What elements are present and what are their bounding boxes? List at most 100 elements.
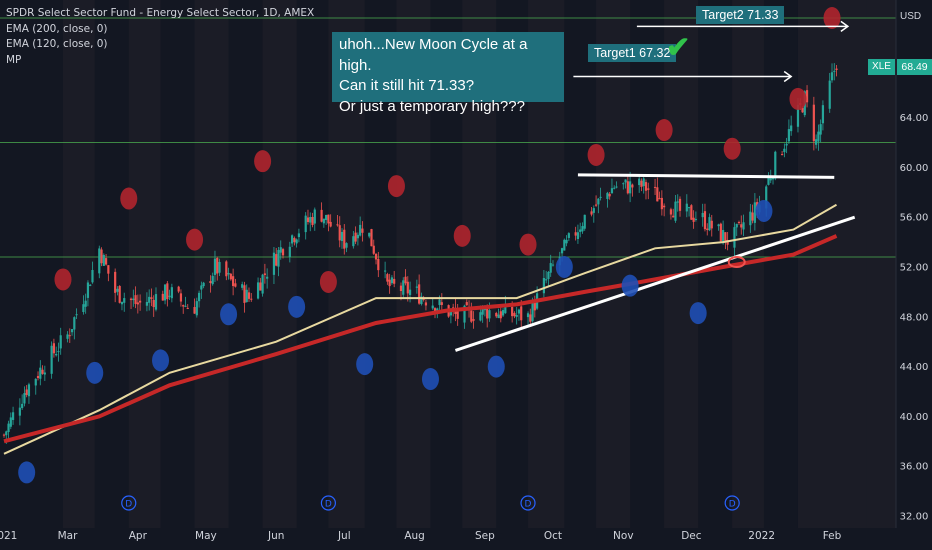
target1-label: Target1 67.32 bbox=[588, 44, 677, 62]
candle-body bbox=[247, 292, 251, 299]
candle-body bbox=[481, 306, 484, 315]
candle-body bbox=[463, 305, 466, 323]
target-arrows bbox=[573, 20, 850, 83]
candle-body bbox=[263, 273, 266, 275]
candle-body bbox=[780, 154, 784, 156]
cycle-marker bbox=[320, 495, 336, 511]
candle-body bbox=[200, 285, 203, 290]
candle-body bbox=[139, 300, 142, 303]
candle-body bbox=[132, 298, 135, 301]
candle-body bbox=[2, 434, 6, 436]
ema-lines bbox=[3, 203, 838, 455]
candle-body bbox=[107, 265, 110, 274]
full-moon-marker bbox=[120, 187, 138, 210]
candle-body bbox=[504, 304, 507, 314]
candle-body bbox=[309, 216, 312, 223]
candle-body bbox=[790, 125, 793, 132]
new-moon-marker bbox=[421, 368, 439, 391]
candle-body bbox=[120, 301, 124, 305]
candle-body bbox=[166, 283, 169, 300]
candle-body bbox=[438, 299, 441, 306]
candle-body bbox=[783, 148, 786, 153]
candle-body bbox=[422, 298, 425, 300]
last-price-badge: XLE 68.49 bbox=[868, 59, 932, 75]
cycle-stripe bbox=[262, 0, 297, 528]
candle-body bbox=[218, 261, 221, 273]
candle-body bbox=[234, 283, 237, 287]
candle-body bbox=[830, 72, 834, 81]
candle-body bbox=[737, 222, 741, 224]
candle-body bbox=[708, 217, 711, 231]
candle-body bbox=[59, 335, 62, 349]
ema120-line bbox=[3, 203, 837, 455]
candle-body bbox=[168, 295, 171, 297]
candle-body bbox=[304, 215, 307, 233]
candle-body bbox=[726, 240, 729, 245]
candle-body bbox=[431, 305, 434, 309]
candle-body bbox=[678, 198, 682, 211]
symbol-label: XLE bbox=[868, 59, 895, 75]
candle-body bbox=[116, 288, 119, 292]
candle-body bbox=[50, 345, 53, 374]
cycle-marker-label: D bbox=[125, 500, 132, 510]
candle-body bbox=[644, 182, 648, 191]
candle-body bbox=[386, 274, 389, 282]
y-tick-label: 44.00 bbox=[900, 362, 929, 373]
full-moon-marker bbox=[319, 270, 337, 293]
candle-body bbox=[102, 254, 105, 266]
candle-body bbox=[672, 215, 675, 218]
candle-body bbox=[449, 310, 452, 316]
candle-body bbox=[821, 105, 825, 124]
candle-body bbox=[136, 302, 139, 305]
arrow-head-icon bbox=[840, 20, 850, 32]
candle-body bbox=[801, 107, 804, 113]
candle-body bbox=[57, 351, 60, 353]
candle-body bbox=[663, 205, 666, 208]
candle-body bbox=[195, 301, 198, 316]
candle-body bbox=[701, 212, 704, 218]
candle-body bbox=[581, 226, 584, 232]
full-moon-marker bbox=[387, 175, 405, 198]
candle-body bbox=[390, 277, 394, 284]
x-tick-label: Jun bbox=[267, 530, 284, 542]
candle-body bbox=[86, 282, 90, 298]
candle-body bbox=[36, 376, 40, 379]
x-tick-label: 2021 bbox=[0, 530, 17, 542]
candle-body bbox=[815, 139, 818, 145]
candle-body bbox=[290, 235, 294, 244]
candle-body bbox=[89, 284, 92, 286]
note-line: Or just a temporary high??? bbox=[339, 97, 525, 115]
note-line: Can it still hit 71.33? bbox=[339, 77, 475, 94]
candle-body bbox=[25, 389, 28, 395]
candle-body bbox=[272, 252, 276, 275]
new-moon-marker bbox=[288, 295, 306, 318]
candle-body bbox=[402, 280, 405, 295]
candle-body bbox=[193, 307, 196, 314]
candle-body bbox=[21, 403, 24, 409]
candle-body bbox=[599, 196, 602, 198]
candle-body bbox=[184, 305, 187, 307]
candle-body bbox=[297, 233, 301, 238]
time-axis-panel bbox=[0, 528, 932, 550]
candle-body bbox=[495, 312, 498, 317]
candle-body bbox=[622, 183, 625, 185]
full-moon-marker bbox=[789, 87, 807, 110]
candle-body bbox=[361, 228, 364, 233]
candle-body bbox=[241, 284, 244, 288]
candle-body bbox=[610, 188, 614, 194]
candle-body bbox=[404, 276, 407, 284]
currency-label: USD bbox=[900, 11, 922, 22]
candle-body bbox=[724, 232, 727, 243]
price-axis-panel bbox=[896, 0, 932, 550]
candle-body bbox=[320, 209, 323, 222]
candle-body bbox=[511, 306, 514, 317]
arrow-head-icon bbox=[783, 70, 793, 83]
candle-body bbox=[529, 314, 532, 322]
candle-body bbox=[114, 271, 117, 293]
candle-body bbox=[513, 312, 516, 317]
x-tick-label: Oct bbox=[544, 530, 562, 542]
candle-body bbox=[631, 184, 634, 188]
candle-body bbox=[293, 237, 296, 243]
candle-body bbox=[356, 234, 359, 239]
